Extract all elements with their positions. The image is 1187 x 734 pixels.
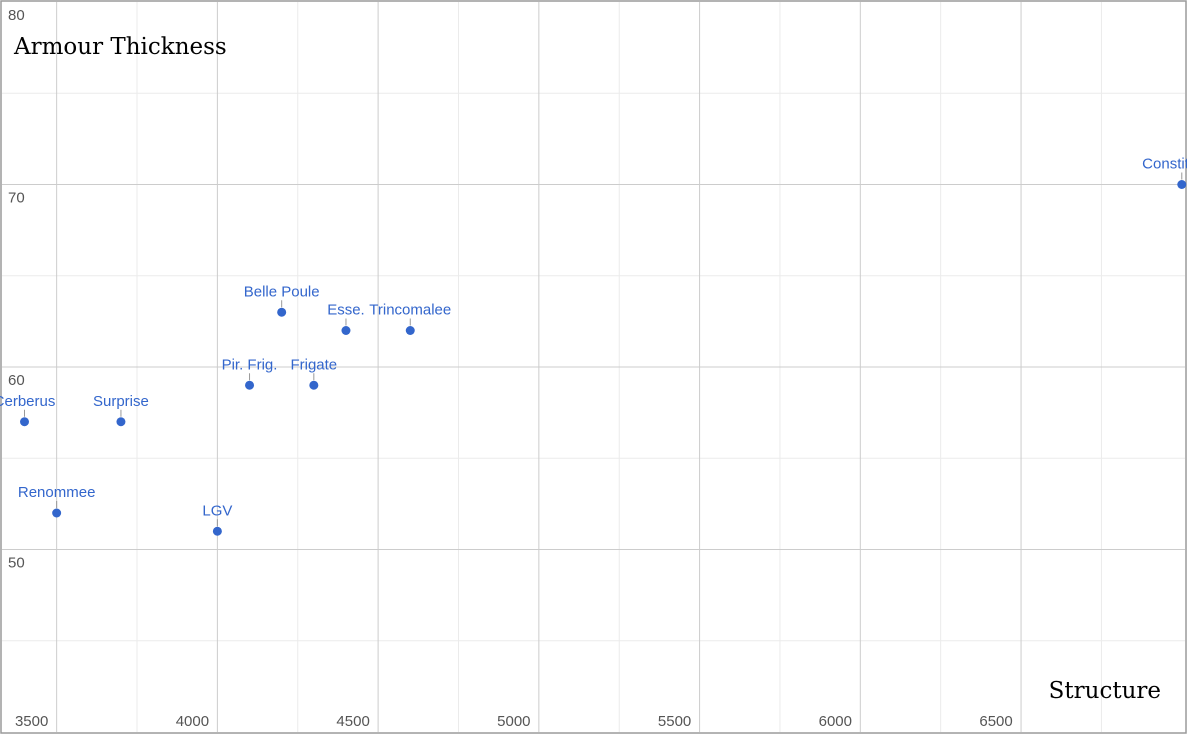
- x-tick-label: 6000: [819, 713, 852, 730]
- y-tick-label: 60: [8, 372, 25, 389]
- x-tick-label: 4000: [176, 713, 209, 730]
- data-point: Constitution: [1142, 156, 1187, 189]
- point-label: Pir. Frig.: [222, 356, 278, 373]
- x-tick-label: 3500: [15, 713, 48, 730]
- y-axis-ticks: 50 60 70 80: [8, 7, 25, 572]
- point-label: Belle Poule: [244, 283, 320, 300]
- x-tick-label: 4500: [336, 713, 369, 730]
- point-label: LGV: [202, 502, 232, 519]
- point-marker: [52, 508, 62, 518]
- point-marker: [309, 380, 319, 390]
- point-label: Esse.: [327, 302, 365, 319]
- point-marker: [116, 417, 126, 427]
- y-tick-label: 50: [8, 555, 25, 572]
- point-label: Frigate: [290, 356, 337, 373]
- data-point: LGV: [202, 502, 232, 536]
- data-point: Surprise: [93, 393, 149, 427]
- data-point: Belle Poule: [244, 283, 320, 317]
- data-point: Pir. Frig.: [222, 356, 278, 390]
- point-marker: [405, 326, 415, 335]
- data-point: Frigate: [290, 356, 337, 390]
- data-point: Esse.: [327, 302, 365, 335]
- x-axis-ticks: 3500 4000 4500 5000 5500 6000 6500: [15, 713, 1013, 730]
- data-point: Cerberus: [0, 393, 55, 427]
- point-label: Surprise: [93, 393, 149, 410]
- point-marker: [212, 526, 222, 536]
- x-tick-label: 5500: [658, 713, 691, 730]
- data-point: Trincomalee: [369, 302, 451, 335]
- point-label: Constitution: [1142, 156, 1187, 173]
- point-label: Trincomalee: [369, 302, 451, 319]
- point-marker: [1177, 180, 1187, 189]
- x-tick-label: 6500: [979, 713, 1012, 730]
- point-label: Renommee: [18, 484, 96, 501]
- point-label: Cerberus: [0, 393, 55, 410]
- x-tick-label: 5000: [497, 713, 530, 730]
- point-marker: [245, 380, 255, 390]
- data-points: Cerberus Surprise Renommee LGV Pir. Frig. Fri…: [0, 156, 1187, 536]
- data-point: Renommee: [18, 484, 96, 518]
- y-tick-label: 80: [8, 7, 25, 24]
- x-axis-title: Structure: [1049, 678, 1161, 704]
- point-marker: [277, 307, 287, 317]
- y-tick-label: 70: [8, 190, 25, 207]
- point-marker: [20, 417, 30, 427]
- y-axis-title: Armour Thickness: [13, 34, 227, 60]
- point-marker: [341, 326, 351, 335]
